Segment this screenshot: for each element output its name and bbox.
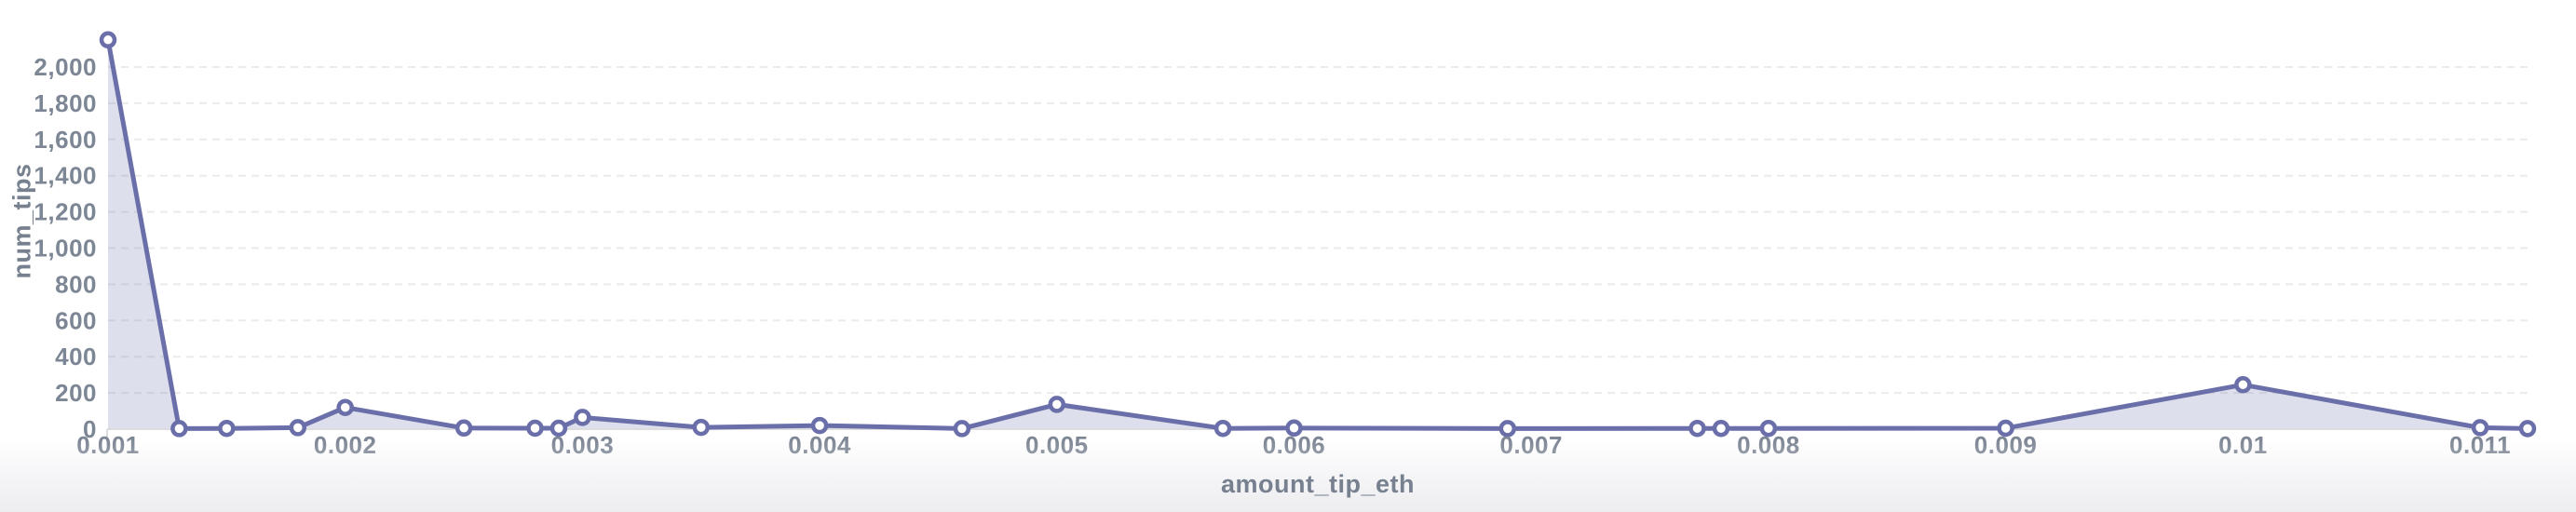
y-axis-title: num_tips (7, 163, 36, 279)
x-tick-label: 0.008 (1737, 431, 1800, 459)
x-tick-label: 0.005 (1025, 431, 1089, 459)
data-point-marker[interactable] (2234, 376, 2252, 394)
data-point-marker[interactable] (1048, 396, 1066, 413)
x-tick-label: 0.002 (314, 431, 377, 459)
series-line (105, 37, 2530, 431)
y-tick-label: 0 (83, 415, 97, 443)
data-point-marker[interactable] (218, 419, 236, 438)
data-point-marker[interactable] (2471, 419, 2489, 437)
y-tick-label: 800 (55, 270, 97, 298)
x-tick-label: 0.001 (76, 431, 140, 459)
data-point-marker[interactable] (336, 398, 354, 416)
y-tick-label: 200 (55, 379, 97, 407)
y-tick-label: 2,000 (34, 53, 97, 81)
x-tick-label: 0.004 (788, 431, 851, 459)
x-tick-label: 0.011 (2449, 431, 2511, 459)
data-point-marker[interactable] (1285, 419, 1303, 438)
y-tick-label: 1,600 (34, 126, 97, 154)
y-tick-label: 1,400 (34, 162, 97, 190)
data-point-marker[interactable] (170, 420, 188, 438)
data-point-marker[interactable] (1213, 419, 1232, 438)
x-tick-label: 0.009 (1974, 431, 2038, 459)
data-point-marker[interactable] (953, 420, 971, 438)
x-tick-label: 0.003 (551, 431, 615, 459)
data-point-marker[interactable] (1688, 419, 1706, 438)
x-tick-label: 0.01 (2218, 431, 2268, 459)
data-point-marker[interactable] (1498, 420, 1517, 438)
data-point-marker[interactable] (692, 418, 711, 437)
data-point-marker[interactable] (1712, 419, 1730, 438)
data-point-marker[interactable] (810, 416, 829, 435)
data-point-marker[interactable] (549, 419, 568, 438)
x-tick-label: 0.007 (1499, 431, 1563, 459)
data-point-marker[interactable] (526, 419, 544, 438)
y-tick-label: 600 (55, 306, 97, 334)
data-point-marker[interactable] (1997, 419, 2014, 438)
y-tick-label: 400 (55, 343, 97, 371)
data-point-marker[interactable] (574, 409, 591, 426)
area-fill (108, 39, 2528, 430)
data-point-marker[interactable] (1759, 419, 1778, 438)
data-point-marker[interactable] (289, 419, 307, 437)
data-point-marker[interactable] (99, 31, 117, 49)
x-axis-title: amount_tip_eth (1220, 470, 1415, 498)
y-tick-label: 1,000 (34, 235, 97, 263)
y-tick-label: 1,200 (34, 198, 97, 226)
data-point-marker[interactable] (454, 419, 473, 438)
x-tick-label: 0.006 (1263, 431, 1326, 459)
y-tick-label: 1,800 (34, 89, 97, 117)
data-point-marker[interactable] (2518, 420, 2537, 438)
